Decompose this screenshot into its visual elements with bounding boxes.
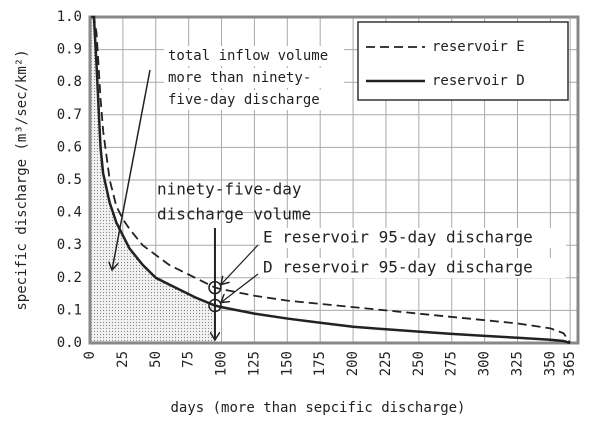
x-tick-label: 175 bbox=[312, 351, 328, 376]
y-tick-label: 0.4 bbox=[57, 205, 82, 221]
x-tick-label: 275 bbox=[444, 351, 460, 376]
y-tick-label: 1.0 bbox=[57, 9, 82, 25]
x-tick-label: 325 bbox=[509, 351, 525, 376]
plot-frame bbox=[88, 15, 580, 345]
arrow bbox=[221, 273, 259, 303]
y-tick-label: 0.0 bbox=[57, 335, 82, 351]
y-axis-label: specific discharge (m³/sec/km²) bbox=[14, 49, 30, 310]
annotation: discharge volume bbox=[157, 205, 311, 224]
x-axis-label: days (more than sepcific discharge) bbox=[170, 400, 465, 416]
y-tick-label: 0.6 bbox=[57, 139, 82, 155]
annotation: five-day discharge bbox=[168, 92, 320, 108]
series-line bbox=[91, 16, 571, 344]
arrow bbox=[221, 244, 259, 285]
annotation-bg bbox=[260, 228, 566, 248]
x-tick-label: 25 bbox=[115, 351, 131, 368]
x-tick-label: 0 bbox=[82, 351, 98, 359]
annotation: total inflow volume bbox=[168, 48, 328, 64]
legend-label: reservoir E bbox=[432, 39, 525, 55]
y-tick-label: 0.7 bbox=[57, 107, 82, 123]
y-tick-label: 0.9 bbox=[57, 42, 82, 58]
x-tick-label: 365 bbox=[562, 351, 578, 376]
annotation: more than ninety- bbox=[168, 70, 311, 86]
annotation-bg bbox=[164, 46, 344, 66]
annotation-bg bbox=[164, 68, 344, 88]
y-tick-label: 0.8 bbox=[57, 74, 82, 90]
x-tick-label: 225 bbox=[378, 351, 394, 376]
y-tick-label: 0.1 bbox=[57, 302, 82, 318]
annotation-bg bbox=[260, 258, 566, 278]
y-tick-label: 0.2 bbox=[57, 270, 82, 286]
x-tick-label: 150 bbox=[279, 351, 295, 376]
x-tick-label: 125 bbox=[246, 351, 262, 376]
annotation-bg bbox=[164, 90, 344, 110]
annotation: E reservoir 95-day discharge bbox=[263, 228, 533, 247]
arrow bbox=[112, 69, 151, 270]
x-tick-label: 300 bbox=[477, 351, 493, 376]
x-tick-label: 100 bbox=[214, 351, 230, 376]
volume-area bbox=[91, 17, 215, 343]
x-tick-label: 50 bbox=[148, 351, 164, 368]
y-tick-label: 0.3 bbox=[57, 237, 82, 253]
annotation: ninety-five-day bbox=[157, 180, 302, 199]
x-tick-label: 350 bbox=[542, 351, 558, 376]
y-tick-label: 0.5 bbox=[57, 172, 82, 188]
x-tick-label: 250 bbox=[411, 351, 427, 376]
series-line bbox=[91, 15, 571, 345]
x-tick-label: 75 bbox=[181, 351, 197, 368]
annotation: D reservoir 95-day discharge bbox=[263, 258, 533, 277]
legend-box bbox=[357, 21, 569, 101]
legend-label: reservoir D bbox=[432, 73, 525, 89]
x-tick-label: 200 bbox=[345, 351, 361, 376]
